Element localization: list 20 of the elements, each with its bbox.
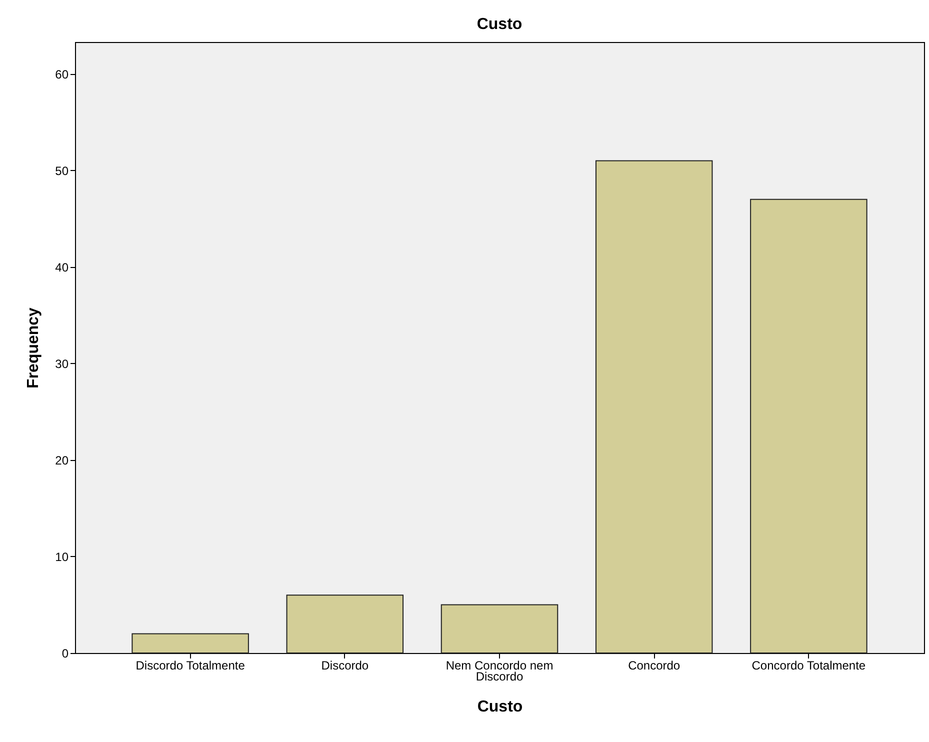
y-tick-label: 40 — [55, 260, 69, 274]
bar — [132, 633, 249, 654]
chart-title: Custo — [476, 16, 522, 33]
x-tick-label: Nem Concordo nem Discordo — [446, 658, 554, 684]
bar — [750, 198, 868, 654]
x-axis-title: Custo — [477, 698, 523, 716]
y-tick-label: 0 — [62, 646, 69, 660]
bar — [595, 160, 713, 654]
y-axis-title: Frequency — [25, 307, 42, 388]
bar — [286, 594, 404, 654]
y-tick-label: 20 — [55, 453, 69, 468]
x-tick-label: Concordo Totalmente — [752, 658, 866, 672]
x-tick-label: Discordo Totalmente — [136, 658, 246, 672]
y-tick-label: 60 — [55, 67, 69, 82]
bar — [440, 604, 558, 654]
y-tick-label: 30 — [55, 356, 69, 371]
x-tick-label: Concordo — [628, 658, 680, 672]
y-tick-label: 10 — [55, 550, 69, 564]
y-tick-label: 50 — [55, 164, 69, 178]
x-tick-label: Discordo — [321, 658, 369, 672]
